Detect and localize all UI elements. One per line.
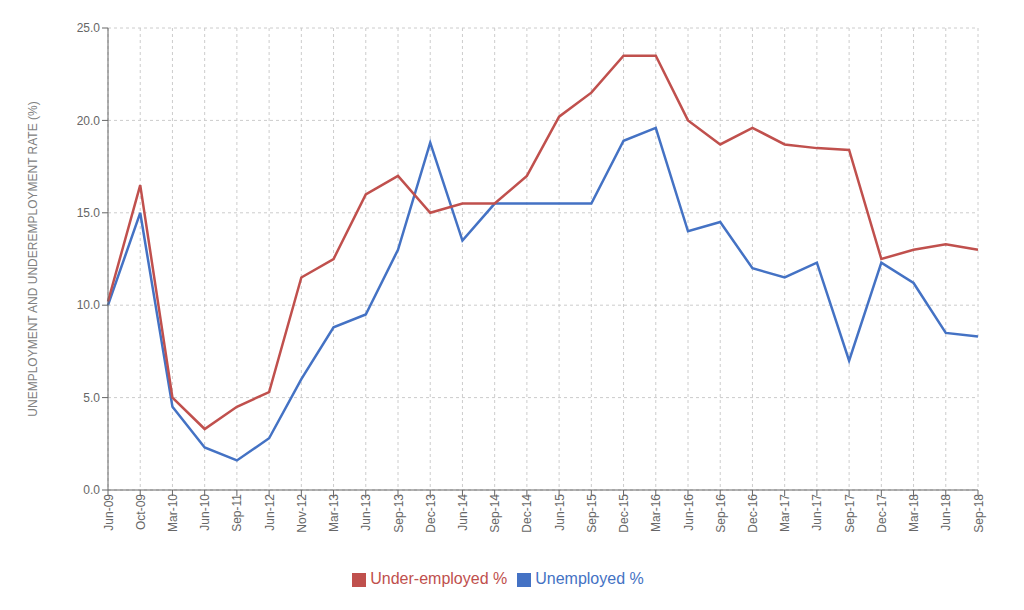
svg-text:Nov-12: Nov-12: [295, 494, 309, 533]
html-text:Unemployed %: Unemployed %: [535, 570, 644, 587]
svg-text:Jun-09: Jun-09: [102, 494, 116, 531]
svg-text:Mar-18: Mar-18: [907, 494, 921, 532]
svg-text:Mar-13: Mar-13: [327, 494, 341, 532]
svg-text:Dec-15: Dec-15: [617, 494, 631, 533]
svg-text:Sep-17: Sep-17: [843, 494, 857, 533]
svg-text:Sep-13: Sep-13: [392, 494, 406, 533]
svg-text:Jun-17: Jun-17: [810, 494, 824, 531]
svg-text:Mar-16: Mar-16: [649, 494, 663, 532]
svg-text:Mar-17: Mar-17: [778, 494, 792, 532]
svg-text:Jun-13: Jun-13: [359, 494, 373, 531]
svg-text:Mar-10: Mar-10: [166, 494, 180, 532]
html-text:Under-employed %: Under-employed %: [370, 570, 508, 587]
svg-text:15.0: 15.0: [77, 206, 101, 220]
svg-text:Sep-15: Sep-15: [585, 494, 599, 533]
svg-text:Jun-15: Jun-15: [553, 494, 567, 531]
svg-text:Jun-14: Jun-14: [456, 494, 470, 531]
svg-text:20.0: 20.0: [77, 114, 101, 128]
svg-text:Sep-16: Sep-16: [714, 494, 728, 533]
svg-text:Sep-18: Sep-18: [972, 494, 986, 533]
svg-text:Sep-14: Sep-14: [488, 494, 502, 533]
svg-text:Jun-18: Jun-18: [939, 494, 953, 531]
svg-text:Dec-16: Dec-16: [746, 494, 760, 533]
svg-text:10.0: 10.0: [77, 298, 101, 312]
svg-text:Jun-16: Jun-16: [682, 494, 696, 531]
svg-text:Dec-13: Dec-13: [424, 494, 438, 533]
svg-text:Sep-11: Sep-11: [230, 494, 244, 532]
svg-text:Dec-14: Dec-14: [520, 494, 534, 533]
svg-text:5.0: 5.0: [83, 391, 100, 405]
svg-text:0.0: 0.0: [83, 483, 100, 497]
svg-text:Oct-09: Oct-09: [134, 494, 148, 530]
svg-text:25.0: 25.0: [77, 21, 101, 35]
svg-text:Jun-12: Jun-12: [263, 494, 277, 531]
svg-text:Jun-10: Jun-10: [198, 494, 212, 531]
svg-text:UNEMPLOYMENT AND UNDEREMPLOYME: UNEMPLOYMENT AND UNDEREMPLOYMENT RATE (%…: [26, 101, 40, 416]
svg-text:Dec-17: Dec-17: [875, 494, 889, 533]
